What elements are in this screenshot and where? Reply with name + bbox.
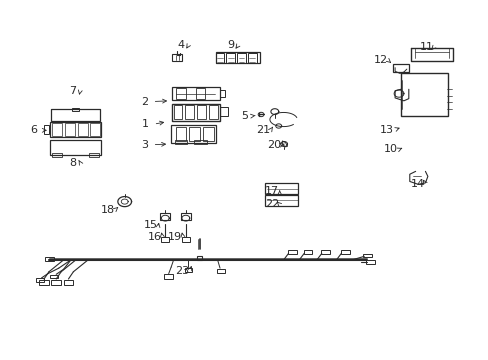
Bar xyxy=(219,90,225,97)
Bar xyxy=(203,127,213,141)
Text: 14: 14 xyxy=(410,179,424,189)
Bar xyxy=(197,105,205,119)
Text: 1: 1 xyxy=(142,119,149,129)
Bar xyxy=(43,125,49,134)
Bar xyxy=(173,105,182,119)
Bar xyxy=(170,125,215,143)
Text: 6: 6 xyxy=(30,125,37,135)
Bar xyxy=(321,250,329,254)
Text: 16: 16 xyxy=(147,232,161,242)
Bar xyxy=(52,123,62,136)
Bar xyxy=(89,153,99,157)
Bar xyxy=(194,140,206,144)
Bar xyxy=(51,109,100,121)
Bar xyxy=(63,280,73,285)
Bar xyxy=(171,54,182,61)
Bar xyxy=(39,280,49,285)
Bar xyxy=(392,64,408,72)
Text: 17: 17 xyxy=(264,186,278,196)
Text: 2: 2 xyxy=(141,96,148,107)
Text: 13: 13 xyxy=(380,125,393,135)
Bar xyxy=(50,122,102,137)
Bar xyxy=(50,275,58,278)
Bar xyxy=(90,123,100,136)
Text: 8: 8 xyxy=(69,158,76,168)
Bar xyxy=(184,268,191,272)
Text: 3: 3 xyxy=(141,140,148,150)
Bar xyxy=(45,257,54,261)
Text: 20: 20 xyxy=(266,140,280,150)
Bar xyxy=(247,53,256,63)
Bar xyxy=(363,254,371,257)
Text: 5: 5 xyxy=(241,111,247,121)
Text: 21: 21 xyxy=(256,125,269,135)
Bar xyxy=(220,107,227,116)
Bar xyxy=(51,280,61,285)
Bar xyxy=(237,53,245,63)
Text: 15: 15 xyxy=(143,220,157,230)
Bar xyxy=(65,123,75,136)
Bar xyxy=(195,88,205,99)
Bar xyxy=(50,140,102,155)
Bar xyxy=(208,105,217,119)
Text: 9: 9 xyxy=(227,40,234,50)
Bar xyxy=(72,108,79,111)
Bar xyxy=(340,250,349,254)
Bar xyxy=(175,140,186,144)
Text: 19: 19 xyxy=(168,232,182,242)
Bar xyxy=(400,73,447,116)
Text: 12: 12 xyxy=(373,55,386,66)
Text: 11: 11 xyxy=(419,42,432,52)
Bar xyxy=(161,237,169,242)
Bar xyxy=(196,256,202,260)
Bar xyxy=(181,213,190,220)
Bar xyxy=(264,183,298,194)
Bar xyxy=(160,213,170,220)
Bar xyxy=(175,127,186,141)
Text: 18: 18 xyxy=(101,204,114,215)
Text: 10: 10 xyxy=(384,144,397,154)
Bar xyxy=(215,53,224,63)
Bar xyxy=(36,278,44,282)
Text: 4: 4 xyxy=(177,40,184,50)
Bar xyxy=(366,260,374,264)
Bar xyxy=(216,269,225,273)
Bar xyxy=(182,237,189,242)
Bar xyxy=(215,52,259,63)
Text: 22: 22 xyxy=(264,199,279,210)
Bar xyxy=(185,105,194,119)
Bar xyxy=(176,88,185,99)
Text: 23: 23 xyxy=(175,266,188,276)
Bar xyxy=(171,87,219,100)
Bar xyxy=(189,127,200,141)
Bar xyxy=(287,250,296,254)
Bar xyxy=(226,53,235,63)
Text: 7: 7 xyxy=(69,86,76,96)
Bar xyxy=(264,195,298,206)
Bar xyxy=(164,274,173,279)
Bar xyxy=(78,123,87,136)
Bar xyxy=(303,250,312,254)
Bar xyxy=(171,104,219,121)
Bar xyxy=(52,153,62,157)
